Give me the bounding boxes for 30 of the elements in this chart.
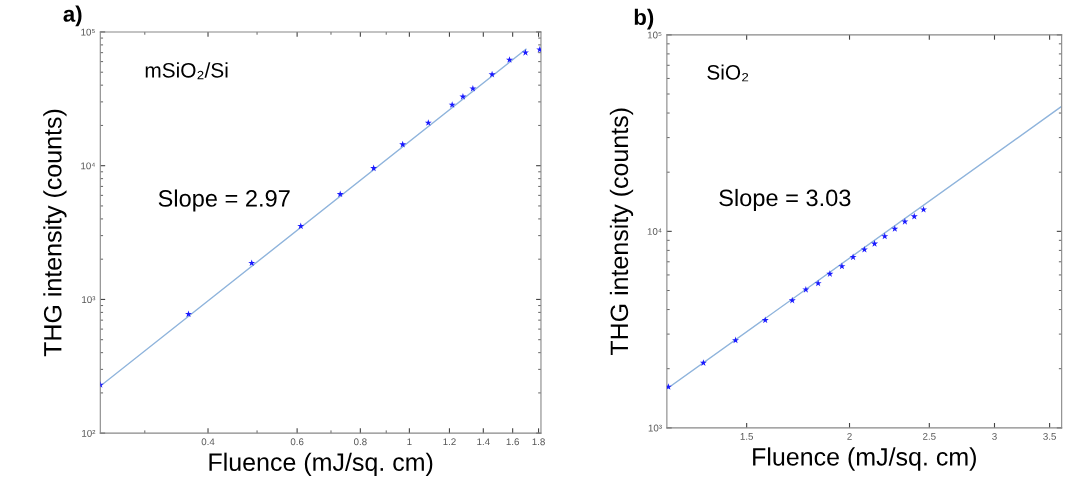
y-axis-title: THG intensity (counts) xyxy=(609,108,634,356)
x-axis-title: Fluence (mJ/sq. cm) xyxy=(753,447,976,471)
x-tick-label: 2 xyxy=(847,432,852,440)
text: b) xyxy=(634,8,654,30)
x-axis-title: Fluence (mJ/sq. cm) xyxy=(209,452,433,476)
x-tick-label: 1.4 xyxy=(477,438,490,446)
x-tick-label: 3.5 xyxy=(1043,432,1056,440)
y-axis-title: THG intensity (counts) xyxy=(43,109,67,357)
y-tick-label: 10⁴ xyxy=(647,228,662,235)
annotation: Slope = 3.03 xyxy=(719,188,851,211)
text: a) xyxy=(63,5,82,27)
x-tick-label: 0.8 xyxy=(353,438,367,446)
y-tick-label: 10³ xyxy=(82,296,96,304)
annotation: SiO₂ xyxy=(707,64,749,82)
x-tick-label: 3 xyxy=(992,432,997,440)
y-tick-label: 10³ xyxy=(648,424,662,432)
annotation: mSiO₂/Si xyxy=(145,62,228,80)
x-tick-label: 1.8 xyxy=(532,438,545,446)
x-tick-label: 1.6 xyxy=(506,438,519,446)
y-tick-label: 10⁴ xyxy=(81,162,95,170)
x-tick-label: 1 xyxy=(407,438,412,446)
x-tick-label: 1.2 xyxy=(443,438,456,446)
x-tick-label: 2.5 xyxy=(923,432,936,440)
y-tick-label: 10² xyxy=(82,429,96,437)
x-tick-label: 0.6 xyxy=(290,438,304,446)
y-tick-label: 10⁵ xyxy=(647,31,662,39)
x-tick-label: 0.4 xyxy=(201,438,215,446)
annotation: Slope = 2.97 xyxy=(158,189,290,212)
x-tick-label: 1.5 xyxy=(740,433,754,440)
y-tick-label: 10⁵ xyxy=(81,28,95,36)
